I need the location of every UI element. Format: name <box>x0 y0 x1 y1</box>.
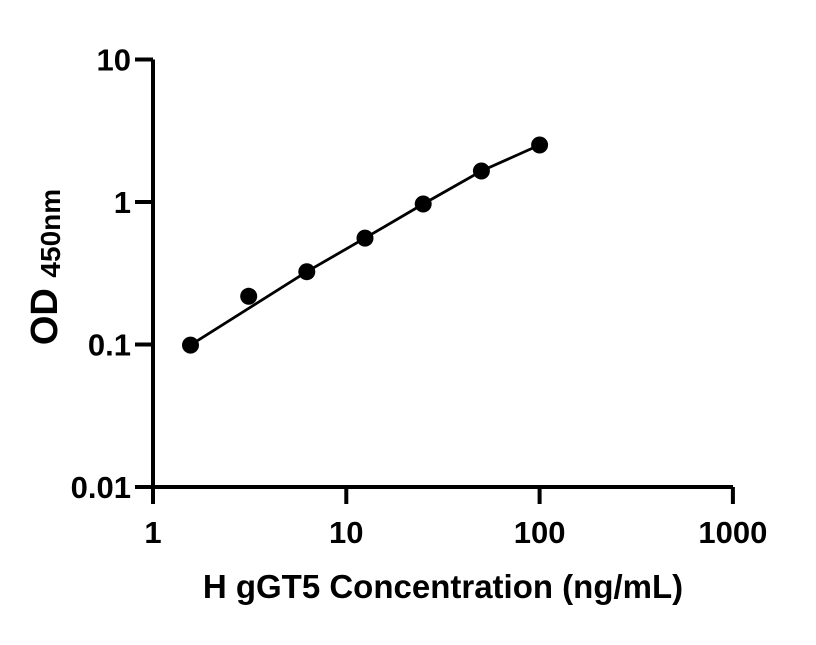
x-tick-label: 1 <box>144 515 161 550</box>
axis-spines <box>151 59 733 489</box>
data-point <box>356 229 374 247</box>
y-tick-label: 10 <box>97 43 131 78</box>
y-tick-label: 1 <box>114 185 131 220</box>
y-axis-tick-labels: 10 1 0.1 0.01 <box>71 43 131 506</box>
data-point <box>240 287 258 305</box>
y-tick-label: 0.01 <box>71 470 131 505</box>
x-axis-title: H gGT5 Concentration (ng/mL) <box>203 568 683 605</box>
data-points <box>182 136 549 354</box>
x-tick-label: 100 <box>514 515 566 550</box>
x-axis-ticks <box>151 487 735 504</box>
data-point <box>182 336 199 354</box>
y-axis-title-subscript: 450nm <box>35 189 66 278</box>
x-tick-label: 1000 <box>698 515 767 550</box>
x-tick-label: 10 <box>329 515 363 550</box>
y-tick-label: 0.1 <box>88 328 131 363</box>
data-point <box>414 195 432 213</box>
data-point <box>298 263 316 281</box>
fit-line <box>189 143 541 347</box>
y-axis-ticks <box>135 57 153 489</box>
y-axis-title: OD 450nm <box>24 189 66 345</box>
y-axis-title-main: OD <box>24 288 66 345</box>
x-axis-tick-labels: 1 10 100 1000 <box>144 515 767 550</box>
data-point <box>531 136 549 154</box>
data-point <box>472 162 490 180</box>
